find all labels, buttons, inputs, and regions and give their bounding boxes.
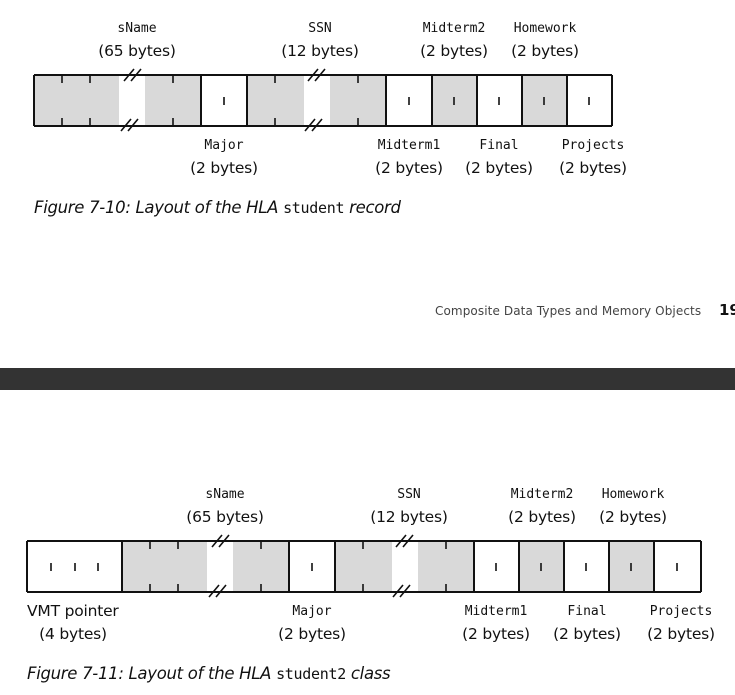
- label-major-name: Major: [204, 138, 244, 153]
- field-sname-right-2: [233, 541, 289, 592]
- label-vmt-size: (4 bytes): [39, 625, 107, 643]
- label-projects-name: Projects: [561, 138, 625, 153]
- caption-prefix: Figure 7-10: Layout of the HLA: [34, 198, 284, 217]
- label-ssn-name: SSN: [308, 21, 332, 36]
- student-record-diagram: [33, 68, 613, 132]
- label-ssn-size-2: (12 bytes): [370, 508, 448, 526]
- page-number: 19: [719, 301, 735, 319]
- figure-caption-7-10: Figure 7-10: Layout of the HLA student r…: [34, 198, 401, 217]
- label-midterm1-size-2: (2 bytes): [462, 625, 530, 643]
- field-ssn-right: [330, 75, 386, 126]
- caption-suffix-2: class: [345, 664, 391, 683]
- field-ssn-right-2: [418, 541, 474, 592]
- label-midterm2-name: Midterm2: [422, 21, 486, 36]
- field-ssn-left-2: [335, 541, 392, 592]
- field-sname-right: [145, 75, 201, 126]
- field-ssn-left: [247, 75, 304, 126]
- label-midterm1-name-2: Midterm1: [464, 604, 528, 619]
- caption-code: student: [283, 199, 345, 217]
- label-projects-name-2: Projects: [649, 604, 713, 619]
- label-projects-size: (2 bytes): [559, 159, 627, 177]
- label-midterm2-size: (2 bytes): [420, 42, 488, 60]
- label-midterm2-size-2: (2 bytes): [508, 508, 576, 526]
- label-midterm1-size: (2 bytes): [375, 159, 443, 177]
- label-homework-name: Homework: [513, 21, 577, 36]
- caption-prefix-2: Figure 7-11: Layout of the HLA: [27, 664, 277, 683]
- label-sname-name: sName: [117, 21, 157, 36]
- label-vmt-name: VMT pointer: [27, 602, 119, 620]
- label-final-size-2: (2 bytes): [553, 625, 621, 643]
- label-final-name: Final: [479, 138, 519, 153]
- label-midterm1-name: Midterm1: [377, 138, 441, 153]
- figure-caption-7-11: Figure 7-11: Layout of the HLA student2 …: [27, 664, 391, 683]
- label-major-size: (2 bytes): [190, 159, 258, 177]
- label-ssn-name-2: SSN: [397, 487, 421, 502]
- label-homework-size: (2 bytes): [511, 42, 579, 60]
- label-ssn-size: (12 bytes): [281, 42, 359, 60]
- caption-code-2: student2: [276, 665, 346, 683]
- label-homework-name-2: Homework: [601, 487, 665, 502]
- caption-suffix: record: [344, 198, 401, 217]
- label-major-size-2: (2 bytes): [278, 625, 346, 643]
- student2-class-diagram: [26, 534, 702, 598]
- label-sname-name-2: sName: [205, 487, 245, 502]
- running-footer: Composite Data Types and Memory Objects: [435, 304, 702, 318]
- label-midterm2-name-2: Midterm2: [510, 487, 574, 502]
- label-sname-size-2: (65 bytes): [186, 508, 264, 526]
- field-sname-left: [34, 75, 119, 126]
- label-final-name-2: Final: [567, 604, 607, 619]
- page-break-band: [0, 368, 735, 390]
- label-major-name-2: Major: [292, 604, 332, 619]
- field-sname-left-2: [122, 541, 207, 592]
- label-projects-size-2: (2 bytes): [647, 625, 715, 643]
- label-final-size: (2 bytes): [465, 159, 533, 177]
- label-homework-size-2: (2 bytes): [599, 508, 667, 526]
- label-sname-size: (65 bytes): [98, 42, 176, 60]
